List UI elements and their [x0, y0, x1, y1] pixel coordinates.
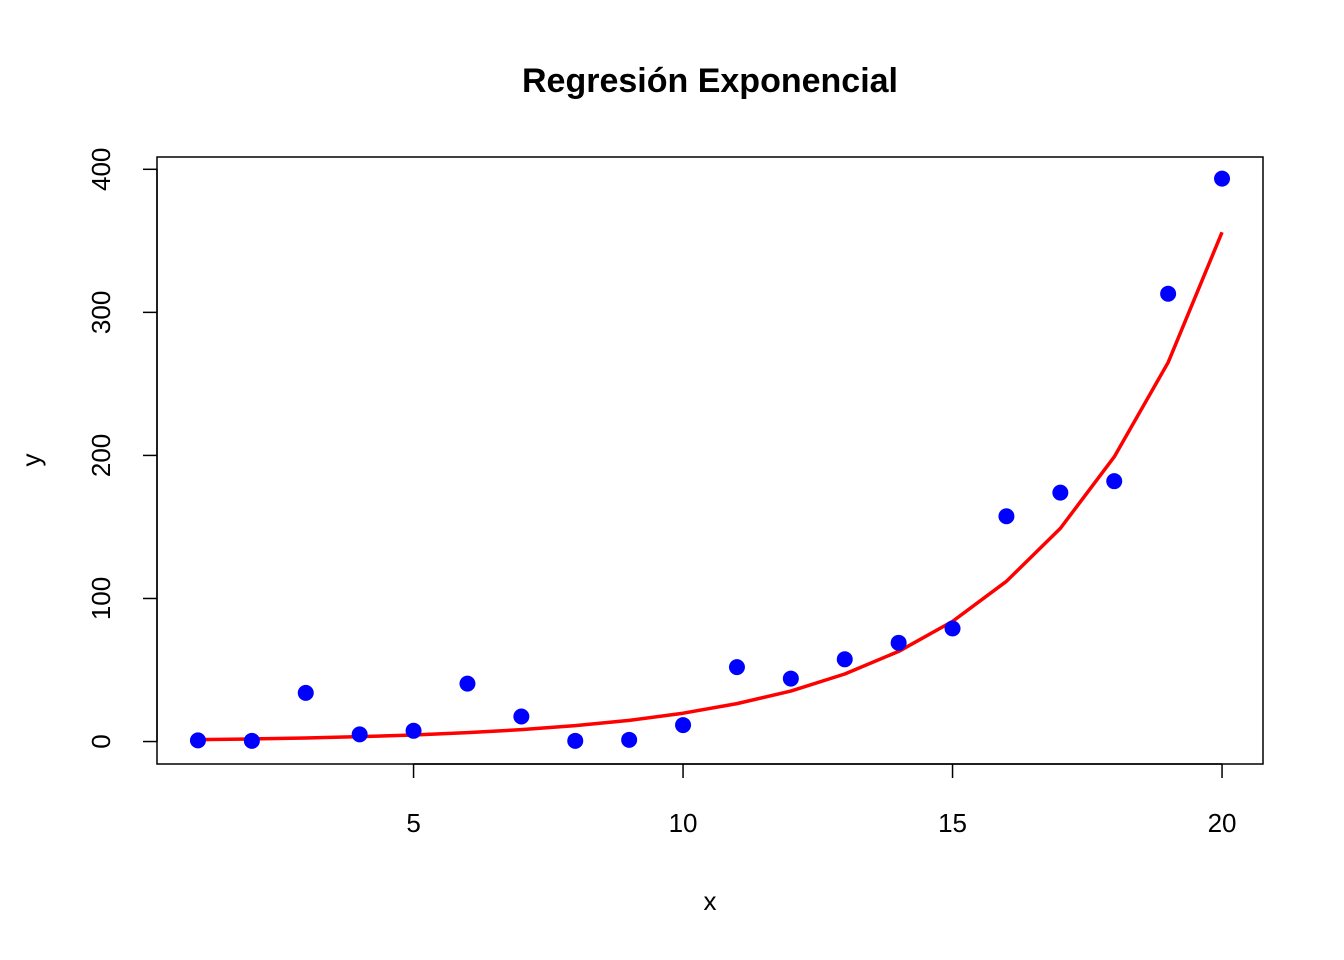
fit-line-layer: [197, 231, 1224, 742]
y-tick-label: 400: [86, 148, 116, 191]
data-point: [513, 708, 530, 725]
data-point: [1214, 170, 1231, 187]
data-point: [405, 722, 422, 739]
data-point: [836, 651, 853, 668]
x-tick-label: 15: [938, 808, 967, 838]
y-tick-label: 0: [86, 734, 116, 748]
y-tick-label: 100: [86, 577, 116, 620]
data-point: [567, 732, 584, 749]
y-axis: 0 100 200 300 400: [86, 148, 158, 749]
data-point: [675, 717, 692, 734]
x-axis-label: x: [704, 886, 717, 916]
y-tick-label: 300: [86, 291, 116, 334]
x-tick-label: 10: [669, 808, 698, 838]
data-point: [621, 731, 638, 748]
plot-frame: [156, 156, 1264, 765]
data-point: [297, 684, 314, 701]
x-axis: 5 10 15 20: [406, 763, 1237, 838]
fit-line: [197, 231, 1224, 742]
data-point: [351, 726, 368, 743]
y-tick-label: 200: [86, 434, 116, 477]
data-points-layer: [189, 170, 1231, 749]
data-point: [782, 670, 799, 687]
data-point: [998, 508, 1015, 525]
x-tick-label: 5: [406, 808, 420, 838]
data-point: [944, 620, 961, 637]
chart-title: Regresión Exponencial: [522, 62, 898, 100]
data-point: [728, 659, 745, 676]
data-point: [243, 732, 260, 749]
x-tick-label: 20: [1208, 808, 1237, 838]
data-point: [189, 732, 206, 749]
data-point: [1160, 285, 1177, 302]
data-point: [890, 634, 907, 651]
data-point: [459, 675, 476, 692]
y-axis-label: y: [16, 454, 46, 467]
data-point: [1106, 473, 1123, 490]
data-point: [1052, 484, 1069, 501]
